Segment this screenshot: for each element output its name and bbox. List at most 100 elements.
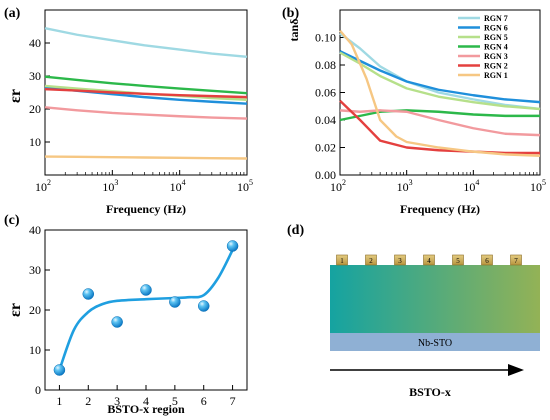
panel-c-xtick-label: 7 [230, 394, 236, 408]
electrode-pad [423, 254, 435, 266]
panel-b-letter: (b) [282, 6, 299, 21]
panel-b-series-rgn-2 [339, 99, 540, 155]
panel-c-data-point [111, 316, 123, 328]
panel-b-series-rgn-6 [339, 50, 541, 104]
electrode-label: 4 [427, 257, 431, 265]
panel-a-xtick-label: 102 [35, 178, 51, 194]
legend-label: RGN 5 [484, 33, 508, 42]
legend-label: RGN 3 [484, 52, 508, 61]
electrode-label: 6 [485, 257, 489, 265]
panel-a-letter: (a) [4, 6, 21, 21]
panel-a-series-rgn-7 [44, 26, 248, 59]
panel-a-series [44, 26, 248, 160]
panel-c-xtick-label: 4 [143, 394, 149, 408]
electrodes: 1 2 3 4 5 6 7 [336, 254, 522, 266]
panel-a-ytick-label: 30 [29, 69, 41, 83]
panel-c-data-point [226, 240, 239, 252]
panel-b-xlabel: Frequency (Hz) [400, 202, 480, 216]
panel-d-letter: (d) [287, 223, 304, 238]
panel-c-xlabel: BSTO-x region [107, 402, 185, 416]
panel-c-data-point [197, 300, 210, 312]
panel-c-ytick-label: 10 [29, 343, 41, 357]
panel-c-data-point [53, 364, 66, 376]
electrode-pad [336, 254, 348, 266]
electrode-label: 1 [340, 257, 344, 265]
panel-c-ytick-label: 30 [29, 263, 41, 277]
electrode-pad [481, 254, 493, 266]
panel-b-xtick-label: 103 [397, 178, 413, 194]
panel-b-xtick-label: 105 [530, 178, 546, 194]
panel-a-xlabel: Frequency (Hz) [106, 202, 186, 216]
panel-b-series-rgn-4 [339, 109, 540, 122]
panel-b-series-rgn-3 [339, 109, 541, 137]
legend-label: RGN 4 [484, 43, 508, 52]
panel-c-ytick-label: 0 [35, 383, 41, 397]
legend-label: RGN 6 [484, 24, 508, 33]
panel-b-ytick-label: 0.00 [315, 168, 336, 182]
panel-b-ytick-label: 0.06 [315, 86, 336, 100]
electrode-pad [394, 254, 406, 266]
electrode-pad [510, 254, 522, 266]
panel-c-ytick-label: 20 [29, 303, 41, 317]
panel-a-series-rgn-4 [44, 75, 248, 95]
panel-a-axes: 102 103 104 105 10 20 30 40 [29, 36, 253, 194]
panel-b-ytick-label: 0.02 [315, 141, 336, 155]
panel-c-xtick-label: 2 [85, 394, 91, 408]
legend-label: RGN 7 [484, 14, 508, 23]
substrate-layer [330, 333, 540, 351]
panel-c-data-point [140, 284, 152, 296]
panel-c-points [53, 240, 239, 376]
panel-c-plot-frame [44, 229, 248, 391]
panel-a-xtick-label: 105 [237, 178, 253, 194]
panel-b-series-rgn-1 [339, 29, 541, 157]
panel-a-series-rgn-3 [44, 106, 248, 120]
panel-b-xtick-label: 104 [463, 178, 479, 194]
panel-a-ytick-label: 10 [29, 135, 41, 149]
panel-c-ylabel: εr [7, 303, 24, 317]
panel-c: (c) 1 2 3 4 5 6 7 0 10 20 30 40 BSTO-x region εr [4, 213, 248, 416]
electrode-label: 7 [514, 257, 518, 265]
electrode-pad [452, 254, 464, 266]
panel-a-xtick-label: 103 [102, 178, 118, 194]
panel-b-series-rgn-7 [339, 32, 541, 111]
panel-c-xtick-label: 6 [201, 394, 207, 408]
panel-d: (d) Nb-STO 1 2 3 4 5 6 7 BSTO-x [287, 223, 540, 399]
panel-b-ytick-label: 0.08 [315, 58, 336, 72]
panel-b-ytick-label: 0.04 [315, 113, 336, 127]
panel-a-ylabel: εr [7, 89, 24, 103]
panel-c-xtick-label: 1 [56, 394, 62, 408]
panel-c-fit-curve [58, 249, 234, 371]
electrode-pad [365, 254, 377, 266]
panel-c-xtick-label: 5 [172, 394, 178, 408]
panel-c-fit-line [58, 249, 234, 371]
electrode-label: 5 [456, 257, 460, 265]
electrode-label: 3 [398, 257, 402, 265]
panel-a-ytick-label: 40 [29, 36, 41, 50]
panel-a-xtick-label: 104 [170, 178, 186, 194]
panel-c-data-point [82, 288, 95, 300]
electrode-label: 2 [369, 257, 373, 265]
film-layer [330, 265, 540, 333]
panel-c-data-point [169, 296, 181, 308]
panel-c-letter: (c) [4, 213, 20, 228]
legend-label: RGN 2 [484, 62, 508, 71]
panel-a-series-rgn-1 [44, 155, 248, 160]
arrow-label: BSTO-x [409, 385, 451, 399]
panel-b-series-rgn-5 [339, 51, 541, 111]
panel-a-series-rgn-2 [44, 88, 248, 99]
panel-a-ytick-label: 20 [29, 102, 41, 116]
panel-c-ytick-label: 40 [29, 223, 41, 237]
panel-b-ylabel: tanδ [287, 19, 301, 42]
panel-b-series [339, 29, 541, 157]
arrow-head [508, 364, 524, 376]
panel-b-ytick-label: 0.10 [315, 31, 336, 45]
panel-b: (b) 102 103 104 1050.000.020.040.060.080.10… [282, 6, 546, 216]
legend-label: RGN 1 [484, 71, 508, 80]
substrate-label: Nb-STO [418, 338, 452, 349]
panel-c-axes: 1 2 3 4 5 6 7 0 10 20 30 40 [29, 223, 236, 408]
panel-c-xtick-label: 3 [114, 394, 120, 408]
